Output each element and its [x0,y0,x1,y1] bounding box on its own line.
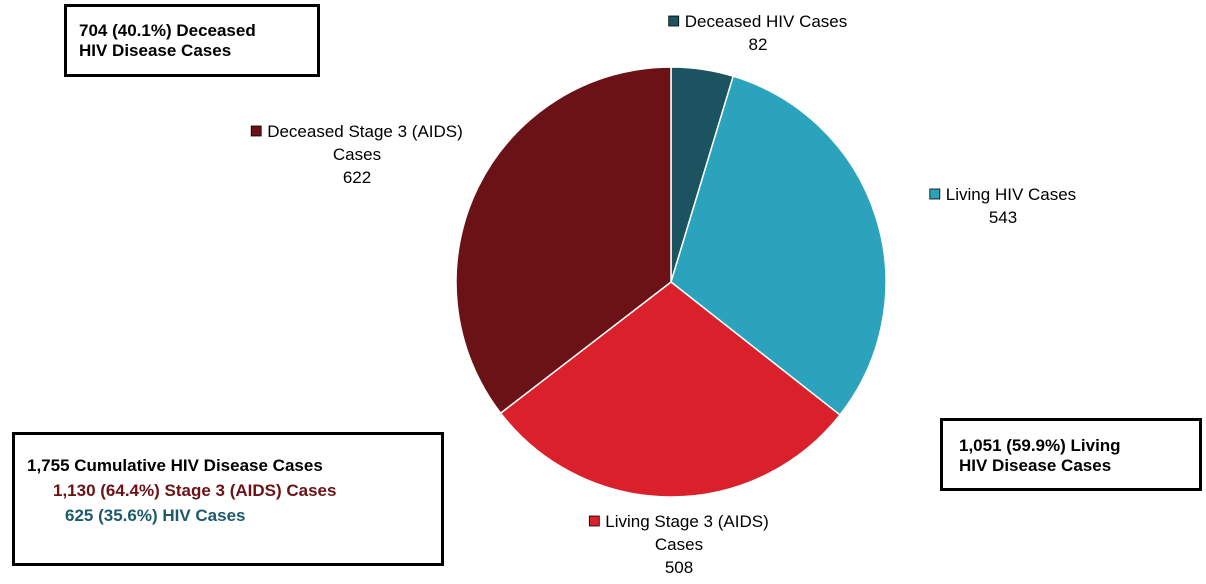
legend-swatch [668,15,680,27]
slice-label: Living HIV Cases 543 [929,185,1076,227]
slice-value-label: 82 [749,35,768,54]
pie-slice [499,281,842,498]
slice-name-label: Deceased HIV Cases [685,12,848,31]
slice-name-label: Living Stage 3 (AIDS) [605,512,768,531]
slice-value-label: 622 [343,168,371,187]
pie-slice [670,75,887,417]
cumulative-total-line: 1,755 Cumulative HIV Disease Cases [27,456,323,475]
legend-swatch [929,188,941,200]
slice-name-label: Living HIV Cases [946,185,1076,204]
pie-slices [455,66,887,498]
deceased-total-box: 704 (40.1%) Deceased HIV Disease Cases [64,4,320,77]
stage3-total-line: 1,130 (64.4%) Stage 3 (AIDS) Cases [53,481,337,500]
deceased-total-line2: HIV Disease Cases [79,41,232,60]
living-total-line2: HIV Disease Cases [959,456,1112,475]
legend-swatch [588,515,600,527]
pie-slice [455,66,672,415]
living-total-line1: 1,051 (59.9%) Living [959,436,1121,455]
slice-label: Deceased Stage 3 (AIDS) Cases 622 [250,122,463,187]
slice-label: Living Stage 3 (AIDS) Cases 508 [588,512,769,577]
slice-label: Deceased HIV Cases 82 [668,12,848,54]
living-total-box: 1,051 (59.9%) Living HIV Disease Cases [940,418,1202,491]
hiv-total-line: 625 (35.6%) HIV Cases [65,506,246,525]
slice-name-label: Deceased Stage 3 (AIDS) [267,122,463,141]
slice-name-label: Cases [333,145,381,164]
deceased-total-line1: 704 (40.1%) Deceased [79,21,256,40]
cumulative-total-box: 1,755 Cumulative HIV Disease Cases 1,130… [12,432,444,566]
slice-value-label: 543 [989,208,1017,227]
slice-name-label: Cases [655,535,703,554]
legend-swatch [250,125,262,137]
slice-value-label: 508 [665,558,693,577]
